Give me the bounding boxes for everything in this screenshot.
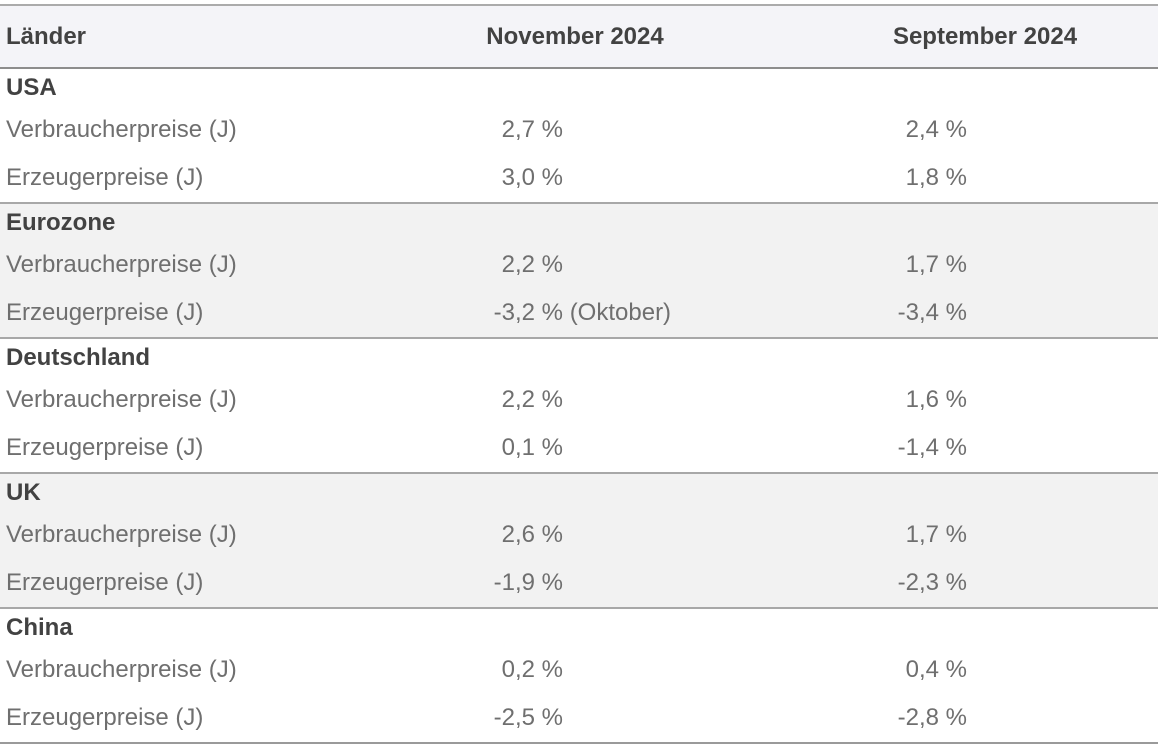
value-november: -3,2 % (Oktober) <box>493 299 672 326</box>
value-november: 3,0 % <box>501 164 564 191</box>
country-row: USA <box>0 69 1158 106</box>
country-name: UK <box>6 478 41 506</box>
row-label: Verbraucherpreise (J) <box>6 521 237 548</box>
data-row: Erzeugerpreise (J) 3,0 % 1,8 % <box>0 154 1158 202</box>
value-november: 2,6 % <box>501 521 564 548</box>
row-label: Erzeugerpreise (J) <box>6 299 204 326</box>
value-november: -1,9 % <box>493 569 564 596</box>
row-label: Erzeugerpreise (J) <box>6 569 204 596</box>
value-november: 2,2 % <box>501 386 564 413</box>
table-header-row: Länder November 2024 September 2024 <box>0 6 1158 69</box>
value-september: 2,4 % <box>905 116 968 143</box>
value-september: -1,4 % <box>897 434 968 461</box>
data-row: Verbraucherpreise (J) 2,7 % 2,4 % <box>0 106 1158 154</box>
value-november: 0,1 % <box>501 434 564 461</box>
value-september: -3,4 % <box>897 299 968 326</box>
data-row: Verbraucherpreise (J) 0,2 % 0,4 % <box>0 646 1158 694</box>
section-deutschland: Deutschland Verbraucherpreise (J) 2,2 % … <box>0 337 1158 472</box>
row-label: Verbraucherpreise (J) <box>6 251 237 278</box>
column-header-laender: Länder <box>6 22 87 50</box>
value-november: -2,5 % <box>493 704 564 731</box>
row-label: Verbraucherpreise (J) <box>6 656 237 683</box>
country-name: USA <box>6 73 57 101</box>
section-china: China Verbraucherpreise (J) 0,2 % 0,4 % … <box>0 607 1158 742</box>
country-row: UK <box>0 474 1158 511</box>
row-label: Verbraucherpreise (J) <box>6 116 237 143</box>
row-label: Erzeugerpreise (J) <box>6 164 204 191</box>
value-november: 2,7 % <box>501 116 564 143</box>
country-row: China <box>0 609 1158 646</box>
row-label: Erzeugerpreise (J) <box>6 434 204 461</box>
country-name: China <box>6 613 73 641</box>
inflation-table: Länder November 2024 September 2024 USA … <box>0 4 1158 744</box>
value-september: -2,3 % <box>897 569 968 596</box>
column-header-november-label: November 2024 <box>486 22 664 50</box>
data-row: Verbraucherpreise (J) 2,2 % 1,6 % <box>0 376 1158 424</box>
value-november: 2,2 % <box>501 251 564 278</box>
country-name: Eurozone <box>6 208 116 236</box>
section-usa: USA Verbraucherpreise (J) 2,7 % 2,4 % Er… <box>0 69 1158 202</box>
value-september: 1,6 % <box>905 386 968 413</box>
data-row: Erzeugerpreise (J) -3,2 % (Oktober) -3,4… <box>0 289 1158 337</box>
value-september: 1,7 % <box>905 251 968 278</box>
row-label: Erzeugerpreise (J) <box>6 704 204 731</box>
country-name: Deutschland <box>6 343 151 371</box>
country-row: Eurozone <box>0 204 1158 241</box>
column-header-september-label: September 2024 <box>892 22 1078 50</box>
section-uk: UK Verbraucherpreise (J) 2,6 % 1,7 % Erz… <box>0 472 1158 607</box>
value-september: 0,4 % <box>905 656 968 683</box>
column-header-september: September 2024 <box>820 23 1158 51</box>
row-label: Verbraucherpreise (J) <box>6 386 237 413</box>
data-row: Erzeugerpreise (J) -1,9 % -2,3 % <box>0 559 1158 607</box>
country-row: Deutschland <box>0 339 1158 376</box>
column-header-november: November 2024 <box>430 23 820 51</box>
section-eurozone: Eurozone Verbraucherpreise (J) 2,2 % 1,7… <box>0 202 1158 337</box>
data-row: Erzeugerpreise (J) 0,1 % -1,4 % <box>0 424 1158 472</box>
data-row: Verbraucherpreise (J) 2,6 % 1,7 % <box>0 511 1158 559</box>
value-november: 0,2 % <box>501 656 564 683</box>
value-september: 1,7 % <box>905 521 968 548</box>
data-row: Verbraucherpreise (J) 2,2 % 1,7 % <box>0 241 1158 289</box>
value-september: 1,8 % <box>905 164 968 191</box>
value-september: -2,8 % <box>897 704 968 731</box>
data-row: Erzeugerpreise (J) -2,5 % -2,8 % <box>0 694 1158 742</box>
